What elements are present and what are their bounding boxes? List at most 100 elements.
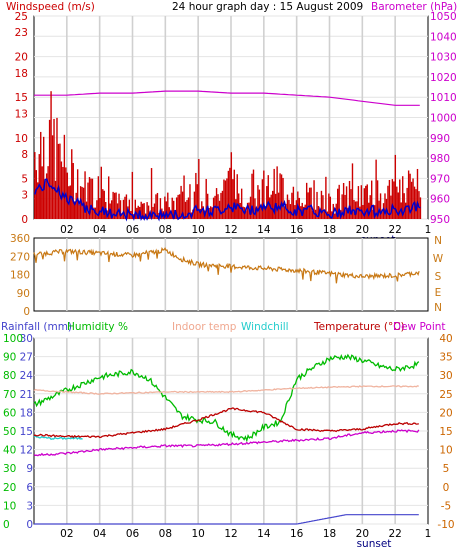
humidity-line [33,353,420,443]
windspeed-tick-label: 18 [15,68,28,80]
x-tick-label: 20 [356,224,369,236]
dewpoint-title: Dew Point [393,321,446,333]
rainfall-tick-label: 30 [20,333,33,345]
windspeed-tick-label: 3 [21,190,28,202]
rainfall-tick-label: 3 [26,500,33,512]
temperature-axis-title: Temperature (°C) [313,321,405,333]
rainfall-tick-label: 6 [26,482,33,494]
temperature-tick-label: 0 [443,482,450,494]
barometer-tick-label: 1020 [430,72,457,84]
humidity-tick-label: 60 [3,407,16,419]
rainfall-tick-label: 0 [26,519,33,531]
x-tick-label: 10 [191,224,204,236]
rainfall-tick-label: 24 [20,370,34,382]
compass-tick-label: N [434,302,442,314]
x-tick-label: 14 [257,224,271,236]
temperature-tick-label: 40 [439,333,452,345]
rainfall-tick-label: 27 [20,352,33,364]
windspeed-tick-label: 10 [15,133,28,145]
barometer-tick-label: 1010 [430,92,457,104]
compass-tick-label: S [435,271,442,283]
x-tick-label: 18 [323,224,336,236]
x-tick-label: 04 [93,528,107,540]
windspeed-tick-label: 15 [15,92,28,104]
barometer-tick-label: 1040 [430,31,457,43]
x-tick-label: 14 [257,528,271,540]
humidity-tick-label: 30 [3,463,16,475]
x-tick-label: 10 [191,528,204,540]
x-tick-label: 08 [159,528,172,540]
rainfall-tick-label: 9 [26,463,33,475]
x-tick-label: 06 [126,224,140,236]
x-tick-label: 06 [126,528,140,540]
x-tick-label: 20 [356,528,369,540]
windspeed-tick-label: 25 [15,11,28,23]
x-tick-label: 16 [290,224,304,236]
barometer-tick-label: 1050 [430,11,457,23]
compass-tick-label: E [435,287,442,299]
barometer-tick-label: 1030 [430,52,457,64]
temperature-tick-label: 30 [439,370,452,382]
humidity-tick-label: 0 [3,519,10,531]
windspeed-tick-label: 5 [21,173,28,185]
x-tick-label: 08 [159,224,172,236]
humidity-tick-label: 50 [3,426,16,438]
barometer-tick-label: 970 [430,173,450,185]
x-tick-label: 22 [388,224,401,236]
x-tick-label: 02 [60,528,73,540]
windspeed-tick-label: 8 [21,149,28,161]
humidity-tick-label: 70 [3,389,16,401]
direction-tick-label: 270 [10,251,30,263]
x-tick-label: 22 [388,528,401,540]
x-tick-label: 1 [425,224,432,236]
rainfall-line [34,514,419,525]
humidity-tick-label: 100 [3,333,23,345]
windchill-line [33,435,83,441]
barometer-tick-label: 960 [430,194,450,206]
wind-direction-line [33,247,420,284]
indoor-temp-line [33,385,419,395]
windspeed-tick-label: 0 [21,214,28,226]
x-tick-label: 12 [224,528,237,540]
direction-tick-label: 90 [17,288,30,300]
temperature-tick-label: 5 [443,463,450,475]
x-tick-label: 1 [425,528,432,540]
humidity-tick-label: 20 [3,482,16,494]
rainfall-tick-label: 21 [20,389,33,401]
direction-tick-label: 0 [23,306,30,318]
sunset-label: sunset [357,538,392,550]
temperature-tick-label: -5 [441,500,451,512]
windspeed-tick-label: 13 [15,108,28,120]
humidity-tick-label: 10 [3,500,16,512]
rainfall-tick-label: 18 [20,407,33,419]
x-tick-label: 16 [290,528,304,540]
humidity-axis-title: Humidity % [67,321,128,333]
temperature-tick-label: 20 [439,407,452,419]
temperature-tick-label: 25 [439,389,452,401]
humidity-tick-label: 90 [3,352,16,364]
barometer-tick-label: 990 [430,133,450,145]
temperature-tick-label: -10 [437,519,454,531]
temperature-tick-label: 15 [439,426,452,438]
dewpoint-line [33,429,420,457]
barometer-tick-label: 950 [430,214,450,226]
x-tick-label: 12 [224,224,237,236]
x-tick-label: 02 [60,224,73,236]
compass-tick-label: W [433,253,444,265]
barometer-line [34,90,420,106]
indoor-temp-title: Indoor temp [172,321,237,333]
windspeed-tick-label: 23 [15,27,28,39]
x-tick-label: 04 [93,224,107,236]
barometer-tick-label: 1000 [430,113,457,125]
graph-title: 24 hour graph day : 15 August 2009 [172,1,363,13]
temperature-tick-label: 10 [439,445,452,457]
x-tick-label: 18 [323,528,336,540]
windchill-title: Windchill [241,321,289,333]
humidity-tick-label: 80 [3,370,16,382]
windspeed-tick-label: 20 [15,52,28,64]
windspeed-axis-title: Windspeed (m/s) [6,1,95,13]
rainfall-axis-title: Rainfall (mm) [1,321,72,333]
windspeed-average-line [34,178,421,222]
temperature-tick-label: 35 [439,352,452,364]
